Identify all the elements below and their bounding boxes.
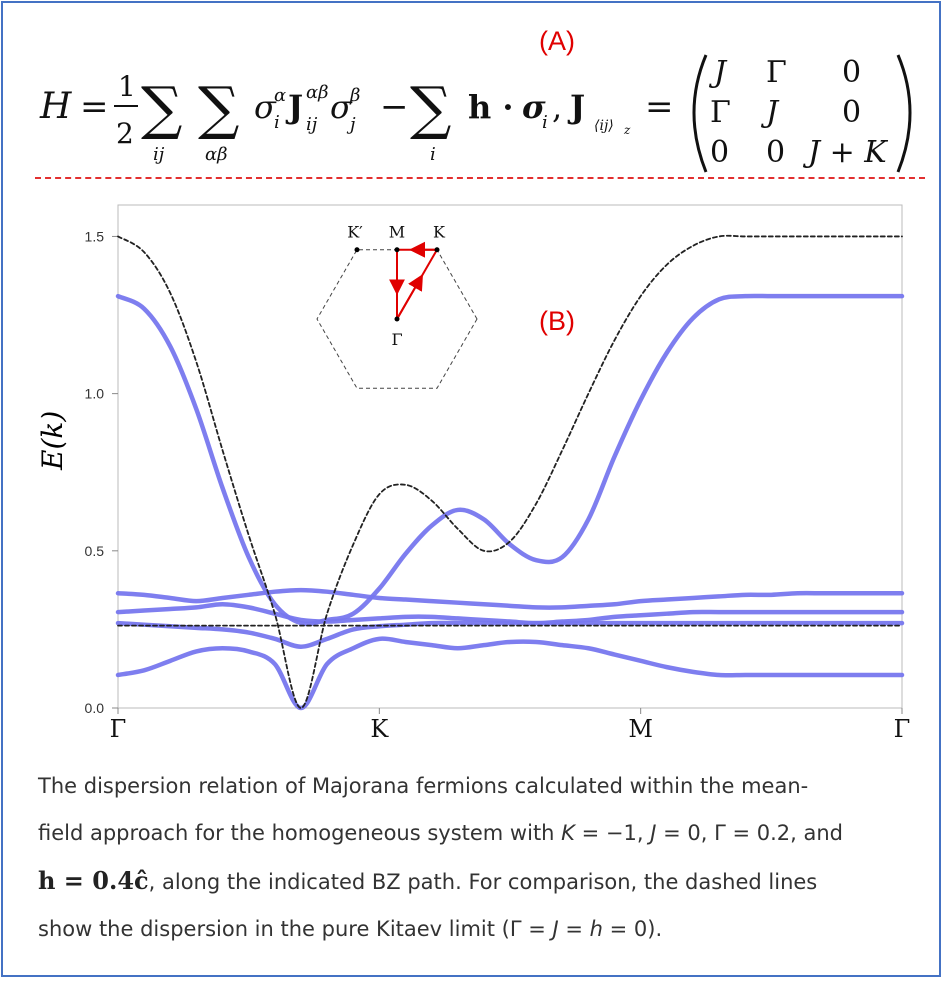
figure-caption: The dispersion relation of Majorana ferm… [38,763,918,953]
bz-point-label: M [389,223,405,242]
panel-a-label: (A) [539,26,575,56]
formula-h-dot: h · [468,88,514,126]
y-tick-label: 1.0 [85,386,105,402]
caption-line-3: h = 0.4ĉ, along the indicated BZ path. F… [38,866,818,895]
sum-index-1: ij [153,144,165,165]
svg-text:0: 0 [710,135,729,170]
matrix-right-paren [896,54,912,173]
formula-sigma-1: σ [254,88,277,126]
svg-text:Γ: Γ [766,55,787,90]
svg-text:β: β [349,85,360,106]
chart-series [115,234,905,711]
formula-Jz: J [567,88,585,126]
bz-point [354,247,360,253]
sum-symbol-3: ∑ [410,74,451,142]
svg-text:j: j [346,114,356,135]
svg-text:α: α [274,85,286,106]
svg-text:i: i [542,112,548,133]
bz-point [394,247,400,253]
svg-text:ij: ij [306,114,318,135]
hamiltonian-formula: H = 1 2 ∑ ij ∑ αβ σ α i J αβ ij σ β j − … [39,54,912,173]
formula-lhs: H [39,86,72,127]
formula-eq-2: = [645,87,674,127]
chart-axes: 0.0 0.5 1.0 1.5 Γ K M Γ [85,204,911,743]
x-tick-label: K [370,715,389,743]
formula-sigma-3: σ [522,88,546,126]
plot-frame [117,204,903,709]
svg-text:⟨ij⟩: ⟨ij⟩ [594,118,614,134]
panel-b-label: (B) [539,306,575,336]
bz-point [394,316,400,322]
dispersion-chart: 0.0 0.5 1.0 1.5 Γ K M Γ K′ M K Γ E(k) [36,204,911,743]
caption-line-2: field approach for the homogeneous syste… [38,821,843,845]
svg-text:0: 0 [842,55,861,90]
x-tick-label: M [628,715,653,743]
formula-half-num: 1 [118,70,136,103]
y-axis-label: E(k) [36,411,69,471]
svg-text:Γ: Γ [710,95,731,130]
svg-text:,: , [552,88,562,126]
svg-text:αβ: αβ [306,82,329,103]
sum-symbol-1: ∑ [141,74,182,142]
bz-inset: K′ M K Γ [316,223,478,389]
sum-index-3: i [430,144,436,165]
bz-point-label: K [433,223,446,242]
majorana-band-0 [115,293,905,627]
matrix-left-paren [692,54,708,173]
caption-line-4: show the dispersion in the pure Kitaev l… [38,917,663,941]
majorana-band-1 [115,587,905,610]
formula-sigma-2: σ [330,88,353,126]
x-tick-label: Γ [110,715,127,743]
path-gamma-k-arrow [396,273,424,320]
svg-text:0: 0 [842,95,861,130]
y-tick-label: 0.0 [85,700,105,716]
bz-point [434,247,440,253]
bz-point-label: K′ [347,223,363,242]
sum-index-2: αβ [205,144,228,165]
kitaev-dashed-line-5 [117,234,903,709]
formula-eq: = [80,87,109,127]
y-tick-label: 0.5 [85,543,105,559]
majorana-band-3 [115,636,905,711]
svg-text:i: i [274,112,280,133]
y-tick-label: 1.5 [85,228,105,244]
panel-separator [35,177,925,179]
caption-line-1: The dispersion relation of Majorana ferm… [38,774,809,798]
formula-minus: − [380,87,409,127]
svg-text:0: 0 [766,135,785,170]
svg-text:J + K: J + K [802,135,888,170]
bz-point-label: Γ [391,330,402,349]
sum-symbol-2: ∑ [198,74,239,142]
formula-J: J [285,88,303,126]
svg-text:z: z [623,123,631,137]
majorana-band-4 [115,620,905,649]
formula-half-den: 2 [116,117,134,150]
x-tick-label: Γ [894,715,911,743]
